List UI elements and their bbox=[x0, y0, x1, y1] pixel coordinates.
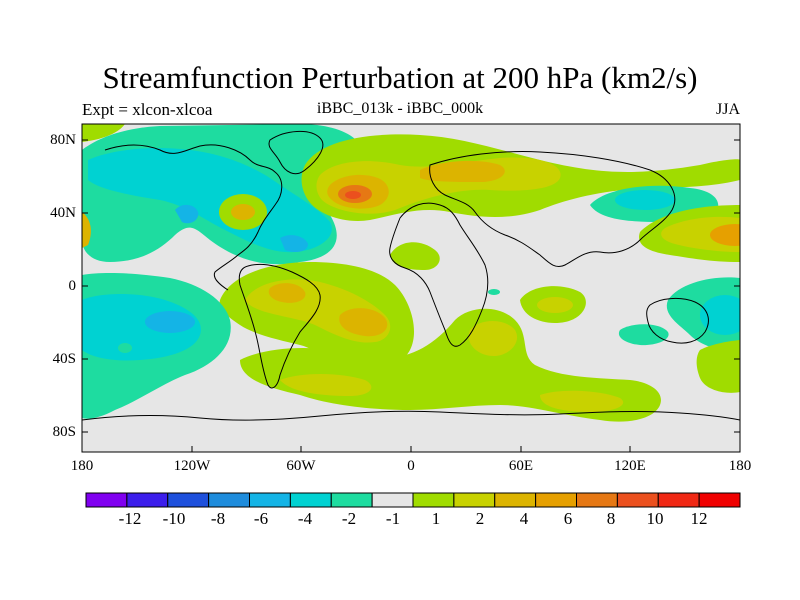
experiment-label: Expt = xlcon-xlcoa bbox=[82, 100, 213, 119]
lon-label-180w: 180 bbox=[70, 458, 94, 474]
contour-neg2-australia bbox=[700, 295, 740, 335]
colorbar-label: 8 bbox=[606, 509, 616, 528]
lat-label-80n: 80N bbox=[50, 132, 76, 148]
lon-label-60e: 60E bbox=[508, 458, 534, 474]
lon-label-0: 0 bbox=[407, 458, 415, 474]
colorbar-box bbox=[576, 492, 618, 508]
colorbar-box bbox=[330, 492, 373, 508]
lon-label-120e: 120E bbox=[614, 458, 646, 474]
coast-greenland bbox=[268, 131, 324, 175]
colorbar-label: -10 bbox=[162, 509, 186, 528]
colorbar-box bbox=[126, 492, 169, 508]
colorbar-box bbox=[535, 492, 578, 508]
difference-label: iBBC_013k - iBBC_000k bbox=[316, 100, 484, 117]
colorbar-label: -4 bbox=[297, 509, 313, 528]
colorbar-box bbox=[371, 492, 414, 508]
contour-neg4-se-pacific bbox=[145, 311, 195, 333]
contour-neg2-north-america bbox=[88, 148, 332, 253]
season-label: JJA bbox=[715, 101, 740, 118]
contour-neg4-hudson bbox=[175, 204, 199, 224]
contour-pos2-south-indian bbox=[540, 390, 624, 412]
coast-australia bbox=[646, 297, 709, 344]
contour-pos10-north-atlantic bbox=[345, 191, 361, 199]
colorbar-box bbox=[657, 492, 700, 508]
colorbar-box bbox=[249, 492, 291, 508]
colorbar-box bbox=[616, 492, 659, 508]
contour-pos1-north-africa bbox=[390, 242, 440, 270]
lon-label-120w: 120W bbox=[173, 458, 211, 474]
lat-label-80s: 80S bbox=[52, 424, 76, 440]
lat-label-40s: 40S bbox=[52, 351, 76, 367]
colorbar-box bbox=[85, 492, 128, 508]
coast-europe-africa bbox=[389, 202, 489, 347]
colorbar-label: 10 bbox=[646, 509, 664, 528]
colorbar-box bbox=[698, 492, 741, 508]
contour-pos4-europe bbox=[420, 160, 505, 182]
contour-neg1-madagascar bbox=[488, 289, 500, 295]
coastlines bbox=[82, 131, 740, 421]
contour-neg2-se-pacific bbox=[82, 294, 201, 361]
colorbar-box bbox=[289, 492, 332, 508]
latitude-ticks bbox=[82, 139, 740, 433]
colorbar-label: -8 bbox=[210, 509, 226, 528]
lat-label-40n: 40N bbox=[50, 205, 76, 221]
contour-pos6-west-pacific bbox=[710, 224, 740, 246]
colorbar-box bbox=[167, 492, 210, 508]
contour-pos-west-edge bbox=[82, 212, 91, 248]
coast-north-america bbox=[104, 144, 283, 291]
lon-label-60w: 60W bbox=[286, 458, 316, 474]
coast-antarctica bbox=[82, 410, 740, 421]
colorbar-label: 12 bbox=[690, 509, 708, 528]
lon-label-180e: 180 bbox=[728, 458, 752, 474]
contour-neg1-indian-small bbox=[618, 324, 669, 346]
contour-pos-nw bbox=[82, 124, 125, 142]
colorbar-box bbox=[412, 492, 455, 508]
colorbar-label: 4 bbox=[519, 509, 529, 528]
colorbar-label: 6 bbox=[563, 509, 573, 528]
contour-neg4-gulf bbox=[280, 235, 308, 252]
contour-pos2-south-atlantic-belt bbox=[280, 374, 372, 396]
colorbar-label: -6 bbox=[253, 509, 269, 528]
plot-title: Streamfunction Perturbation at 200 hPa (… bbox=[102, 60, 698, 95]
colorbar-box bbox=[208, 492, 251, 508]
contour-neg2-east-asia bbox=[615, 190, 675, 210]
colorbar-label: -1 bbox=[385, 509, 401, 528]
longitude-ticks bbox=[81, 446, 741, 452]
contour-neg1-small-pacific bbox=[118, 343, 132, 353]
coast-south-america bbox=[238, 263, 321, 389]
contour-pos2-indian-south bbox=[468, 321, 518, 357]
lat-label-0: 0 bbox=[68, 278, 77, 294]
colorbar-box bbox=[453, 492, 496, 508]
colorbar-box bbox=[494, 492, 537, 508]
contour-pos2-indian bbox=[537, 297, 573, 313]
contour-pos4-south-america bbox=[268, 283, 306, 303]
colorbar-label: -12 bbox=[118, 509, 142, 528]
contour-pos4-south-atlantic bbox=[339, 308, 388, 337]
colorbar-label: 1 bbox=[431, 509, 441, 528]
colorbar-label: -2 bbox=[341, 509, 357, 528]
coast-eurasia bbox=[429, 151, 676, 268]
colorbar bbox=[85, 492, 741, 508]
contour-pos-ring-inner bbox=[231, 204, 255, 220]
colorbar-label: 2 bbox=[475, 509, 485, 528]
contour-field bbox=[82, 124, 740, 422]
contour-pos1-se-pacific-east bbox=[696, 340, 740, 393]
